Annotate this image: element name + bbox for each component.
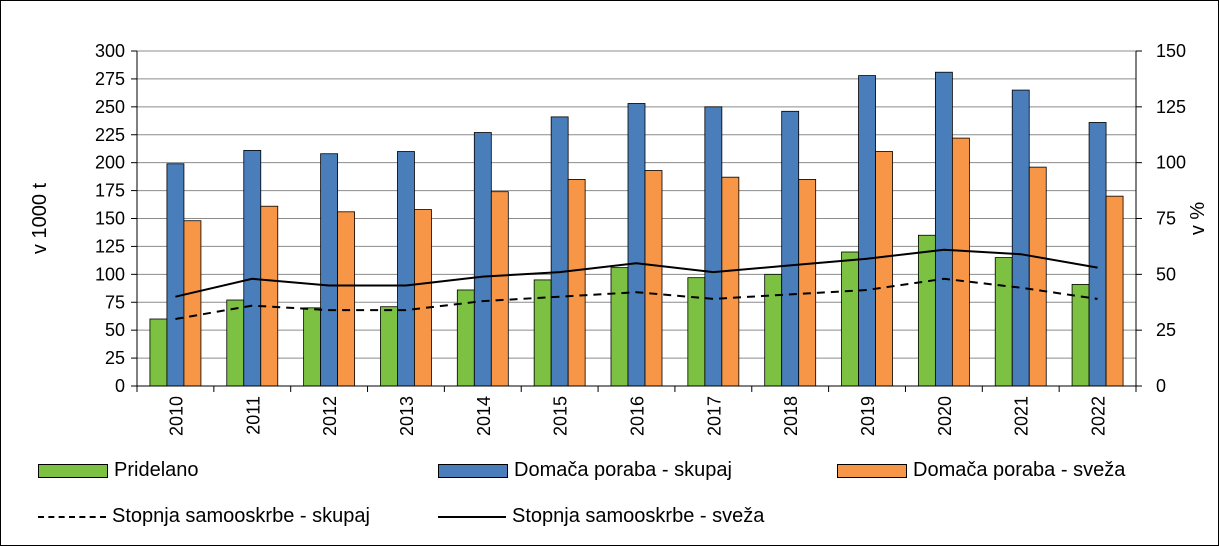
- bar-pridelano: [226, 299, 245, 387]
- x-tick-label: 2019: [858, 396, 878, 436]
- bar-doma-a-poraba-sve-a: [1105, 195, 1124, 387]
- y-tick-label: 0: [115, 376, 125, 396]
- line-stopnja-samooskrbe-skupaj: [175, 277, 1098, 320]
- bar-pridelano: [149, 318, 168, 387]
- bar-pridelano: [764, 273, 783, 387]
- y-tick-label: 225: [95, 125, 125, 145]
- y-tick-label: 100: [95, 264, 125, 284]
- bar-doma-a-poraba-sve-a: [414, 209, 432, 387]
- bar-doma-a-poraba-sve-a: [798, 179, 817, 387]
- x-tick-label: 2015: [551, 396, 571, 436]
- x-tick-label: 2016: [628, 396, 648, 436]
- y-tick-label: 75: [105, 292, 125, 312]
- legend-swatch-pridelano: [38, 463, 108, 478]
- legend-item-pridelano: Pridelano: [38, 459, 199, 482]
- legend-item-samooskrba-skupaj: Stopnja samooskrbe - skupaj: [38, 505, 370, 528]
- x-tick-label: 2021: [1012, 396, 1032, 436]
- bar-doma-a-poraba-skupaj: [934, 71, 953, 387]
- bar-doma-a-poraba-skupaj: [627, 103, 646, 387]
- y2-tick-label: 150: [1156, 41, 1186, 61]
- x-tick-label: 2011: [243, 396, 263, 435]
- bar-pridelano: [610, 267, 629, 387]
- y-tick-label: 300: [95, 41, 125, 61]
- legend-label-samooskrba-skupaj: Stopnja samooskrbe - skupaj: [112, 505, 370, 527]
- bar-pridelano: [1071, 283, 1090, 387]
- y2-tick-label: 100: [1156, 153, 1186, 173]
- y2-tick-label: 75: [1156, 209, 1176, 229]
- x-tick-label: 2018: [781, 396, 801, 436]
- x-tick-label: 2012: [320, 396, 340, 436]
- legend-label-pridelano: Pridelano: [114, 459, 199, 481]
- bar-doma-a-poraba-skupaj: [320, 153, 339, 387]
- x-tick-label: 2017: [704, 396, 724, 436]
- bar-doma-a-poraba-sve-a: [951, 137, 970, 387]
- y2-tick-label: 125: [1156, 97, 1186, 117]
- y2-tick-label: 50: [1156, 264, 1176, 284]
- bar-doma-a-poraba-sve-a: [567, 179, 586, 387]
- y-tick-label: 125: [95, 236, 125, 256]
- bar-doma-a-poraba-sve-a: [875, 151, 893, 387]
- legend-label-poraba-skupaj: Domača poraba - skupaj: [514, 459, 732, 481]
- x-tick-label: 2020: [935, 396, 955, 436]
- y-tick-label: 25: [105, 348, 125, 368]
- legend-label-samooskrba-sveza: Stopnja samooskrbe - sveža: [512, 505, 765, 527]
- bar-doma-a-poraba-sve-a: [260, 205, 279, 387]
- bar-pridelano: [533, 279, 552, 387]
- bar-pridelano: [380, 306, 398, 387]
- bar-doma-a-poraba-sve-a: [1028, 166, 1047, 387]
- y-tick-label: 50: [105, 320, 125, 340]
- bar-doma-a-poraba-sve-a: [183, 220, 202, 387]
- legend-line-samooskrba-skupaj: [38, 515, 106, 518]
- y-tick-label: 175: [95, 181, 125, 201]
- bar-doma-a-poraba-sve-a: [721, 176, 740, 387]
- bar-doma-a-poraba-sve-a: [644, 170, 663, 387]
- y2-tick-label: 25: [1156, 320, 1176, 340]
- bar-doma-a-poraba-skupaj: [550, 116, 569, 387]
- bar-doma-a-poraba-skupaj: [473, 132, 492, 387]
- y2-axis-title: v %: [1187, 202, 1209, 236]
- y-tick-label: 250: [95, 97, 125, 117]
- y-tick-label: 200: [95, 153, 125, 173]
- bar-doma-a-poraba-sve-a: [337, 211, 356, 387]
- x-tick-label: 2022: [1089, 396, 1109, 436]
- bar-doma-a-poraba-skupaj: [166, 163, 185, 387]
- legend-label-poraba-sveza: Domača poraba - sveža: [913, 459, 1126, 481]
- bar-doma-a-poraba-skupaj: [704, 106, 723, 387]
- legend-swatch-poraba-sveza: [837, 463, 907, 478]
- bar-doma-a-poraba-skupaj: [858, 75, 876, 387]
- bar-doma-a-poraba-skupaj: [397, 151, 415, 387]
- y-axis-title: v 1000 t: [29, 182, 51, 254]
- bar-pridelano: [841, 251, 859, 387]
- y-tick-label: 275: [95, 69, 125, 89]
- legend-item-samooskrba-sveza: Stopnja samooskrbe - sveža: [438, 505, 764, 528]
- bar-pridelano: [994, 257, 1013, 387]
- bar-doma-a-poraba-skupaj: [243, 149, 262, 387]
- bar-pridelano: [687, 277, 706, 387]
- legend-swatch-poraba-skupaj: [438, 463, 508, 478]
- line-stopnja-samooskrbe-sve-a: [175, 248, 1098, 298]
- x-tick-label: 2014: [474, 396, 494, 436]
- bar-doma-a-poraba-skupaj: [781, 110, 800, 387]
- bar-doma-a-poraba-skupaj: [1011, 89, 1030, 387]
- bar-pridelano: [917, 234, 936, 387]
- y-tick-label: 150: [95, 209, 125, 229]
- bar-doma-a-poraba-skupaj: [1088, 122, 1107, 387]
- x-tick-label: 2010: [166, 396, 186, 436]
- bar-doma-a-poraba-sve-a: [490, 191, 509, 387]
- y2-tick-label: 0: [1156, 376, 1166, 396]
- legend-line-samooskrba-sveza: [438, 515, 506, 518]
- bar-pridelano: [303, 307, 322, 387]
- legend-item-poraba-sveza: Domača poraba - sveža: [837, 459, 1125, 482]
- legend-item-poraba-skupaj: Domača poraba - skupaj: [438, 459, 732, 482]
- x-tick-label: 2013: [397, 396, 417, 436]
